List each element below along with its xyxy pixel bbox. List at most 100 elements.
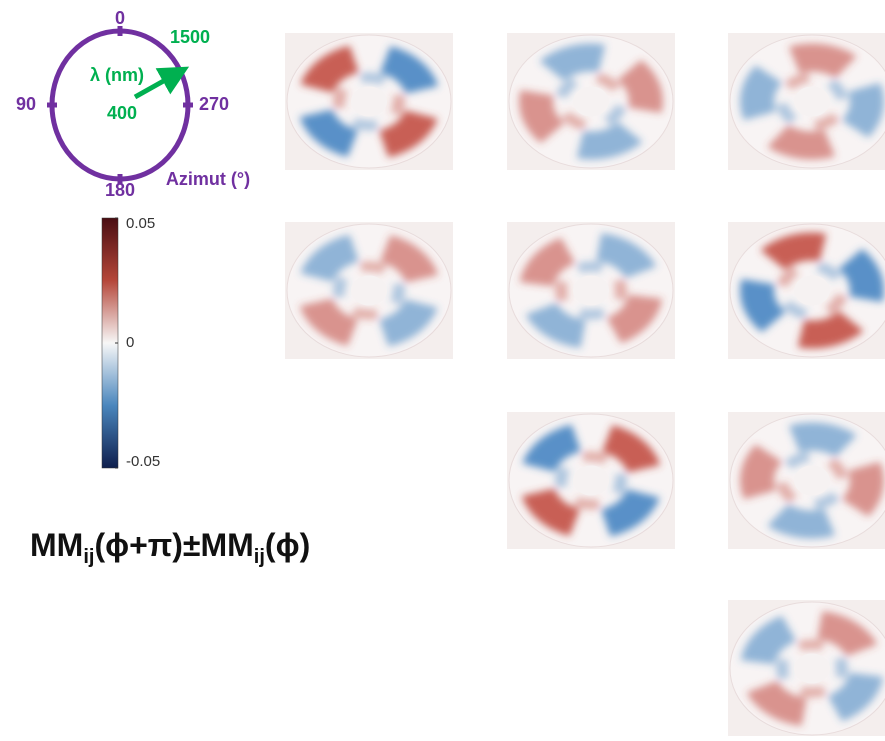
panel-pattern [521,424,661,537]
panel-lobe [767,504,836,539]
panel-lobe [746,680,807,726]
panel-hole [794,86,830,117]
wavelength-end: 1500 [170,27,210,47]
panel-lobe [521,488,580,536]
panel-lobe [776,266,799,287]
panel-pattern [519,43,663,160]
panel-lobe [826,78,848,100]
panel-lobe [788,422,857,457]
panel-lobe [333,275,349,299]
panel-lobe [797,311,864,349]
panel-lobe [300,45,359,93]
panel-lobe [825,294,848,315]
panel-hole [351,275,387,306]
panel-lobe [740,65,783,121]
panel-lobe [838,248,884,302]
panel-lobe [380,46,439,94]
panel-lobe [350,117,379,131]
panel-lobe [379,110,438,158]
panel-lobe [560,111,587,130]
panel-hole [794,275,830,306]
panel-lobe [776,658,791,681]
panel-lobe [783,451,810,469]
panel-lobe [776,103,798,125]
panel-hole [573,275,609,306]
wavelength-arrow [133,66,190,100]
panel-lobe [299,109,358,157]
panel-pattern [740,232,884,349]
panel-lobe [572,496,601,510]
panel-lobe [760,232,827,270]
panel-lobe [576,122,643,160]
panel-lobe [827,672,884,722]
panel-hole [573,465,609,496]
panel-lobe [604,105,627,126]
panel-lobe [350,306,379,320]
panel-lobe [595,73,622,92]
panel-lobe [740,444,783,500]
wavelength-start: 400 [107,103,137,123]
panel-lobe [601,489,660,537]
panel-pattern [299,45,439,158]
panel-pattern [299,234,439,347]
panel-pattern [740,611,884,726]
panel-lobe [841,461,884,517]
panel-lobe [776,482,798,504]
panel-lobe [522,424,581,472]
panel-hole [794,653,830,684]
azimuth-label: Azimut (°) [166,169,250,189]
panel-lobe [581,451,610,465]
panel-lobe [816,262,843,281]
panel-lobe [781,300,808,319]
panel-lobe [611,472,627,496]
panel-lobe [817,611,878,657]
formula: MMij(ϕ+π)±MMij(ϕ) [30,527,310,568]
panel-lobe [359,72,388,86]
panel-lobe [740,279,786,333]
panel-lobe [555,465,571,489]
azimuth-tick-label: 0 [115,8,125,28]
panel-lobe [814,492,841,510]
panel-lobe [359,261,388,275]
panel-lobe [519,90,565,144]
panel-lobe [788,43,857,78]
panel-lobe [525,302,586,348]
formula-part: MM [30,527,83,563]
panel-lobe [833,656,848,679]
legend-diagram: λ (nm) 400 1500 Azimut (°) 0 90 180 270 [16,8,250,200]
panel-pattern [519,233,663,348]
panel-lobe [379,299,438,347]
panel-lobe [577,307,606,320]
panel-lobe [841,82,884,138]
panel-lobe [596,233,657,279]
panel-lobe [555,77,578,98]
panel-lobe [299,298,358,346]
formula-part: (ϕ+π)±MM [94,527,253,563]
panel-lobe [767,125,836,160]
formula-subscript: ij [83,546,94,568]
colorbar-tick-label: -0.05 [126,453,160,470]
formula-part: (ϕ) [265,527,310,563]
colorbar-tick-label: 0 [126,334,134,351]
panel-lobe [826,457,848,479]
panel-lobe [740,615,797,665]
panel-lobe [612,278,627,301]
panel-lobe [606,294,663,344]
panel-lobe [783,72,810,90]
azimuth-tick-label: 90 [16,94,36,114]
colorbar-tick-label: 0.05 [126,215,155,232]
panel-lobe [519,237,576,287]
panel-lobe [389,282,405,306]
wavelength-label: λ (nm) [90,65,144,85]
panel-lobe [797,639,826,652]
panel-lobe [602,425,661,473]
panel-hole [351,86,387,117]
panel-lobe [333,86,349,110]
panel-lobe [576,261,605,274]
panel-hole [794,465,830,496]
panel-pattern [740,422,884,539]
panel-lobe [300,234,359,282]
formula-subscript: ij [254,546,265,568]
panel-lobe [617,59,663,113]
